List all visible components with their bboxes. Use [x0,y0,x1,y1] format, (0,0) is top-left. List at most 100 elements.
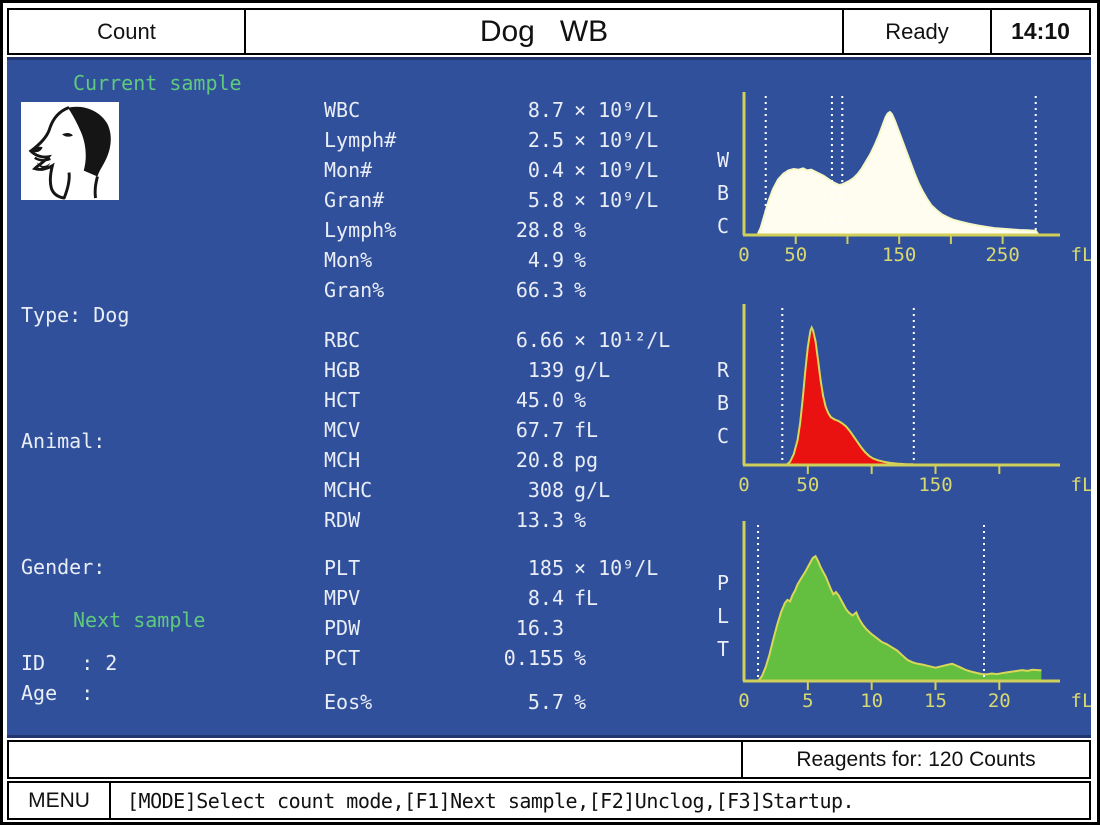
param-value: 308 [527,478,564,502]
param-unit: × 10⁹/L [574,188,659,212]
param-label: MCV [324,418,361,442]
param-value: 67.7 [515,418,564,442]
param-value: 8.7 [527,98,564,122]
param-unit: g/L [574,358,611,382]
dog-illustration [21,102,119,200]
param-row-mchc: MCHC 308 g/L [324,475,684,505]
axis-tick-label: 50 [796,474,819,493]
plt-parameter-group: PLT 185 × 10⁹/L MPV 8.4 fL PDW 16.3 PCT 0.155% [324,553,684,673]
axis-tick-label: 250 [985,244,1019,266]
param-row-eos: Eos% 5.7% [324,687,684,717]
param-value: 66.3 [515,278,564,302]
param-unit: g/L [574,478,611,502]
function-key-bar: MENU [MODE]Select count mode,[F1]Next sa… [7,781,1091,820]
param-value: 0.4 [527,158,564,182]
axis-tick-label: 10 [860,690,883,711]
param-value: 20.8 [515,448,564,472]
current-sample-label: Current sample [73,71,242,95]
plt-histogram: 0 5 10 15 20 fL [738,521,1091,711]
param-row-mpv: MPV 8.4 fL [324,583,684,613]
main-panel: Current sample Type: Dog Animal: Gender:… [7,57,1091,738]
param-row-hct: HCT 45.0% [324,385,684,415]
param-row-lymph-pct: Lymph% 28.8% [324,215,684,245]
param-label: MPV [324,586,361,610]
animal-image [21,102,119,200]
param-label: PCT [324,646,361,670]
param-row-pdw: PDW 16.3 [324,613,684,643]
sample-field-animal: Animal: [21,429,106,453]
axis-tick-label: 50 [784,244,807,266]
param-value: 8.4 [527,586,564,610]
param-row-mon-pct: Mon% 4.9% [324,245,684,275]
rbc-histogram: 0 50 150 fL [738,304,1091,493]
param-label: Mon# [324,158,373,182]
param-unit: % [574,278,587,302]
param-label: MCH [324,448,361,472]
param-unit: % [574,248,587,272]
param-label: Mon% [324,248,373,272]
axis-unit-label: fL [1071,244,1091,266]
param-label: PLT [324,556,361,580]
status-badge: Ready [844,10,992,53]
axis-tick-label: 0 [738,244,749,266]
param-row-mch: MCH 20.8 pg [324,445,684,475]
next-sample-label: Next sample [73,608,206,632]
menu-button[interactable]: MENU [9,783,111,818]
param-unit: × 10⁹/L [574,98,659,122]
sample-field-type: Type: Dog [21,303,130,327]
plt-axis-label: PLT [711,571,735,670]
param-label: Eos% [324,690,373,714]
param-value: 6.66 [515,328,564,352]
clock: 14:10 [1011,18,1070,44]
param-unit: % [574,388,587,412]
param-label: Lymph# [324,128,397,152]
param-value: 16.3 [515,616,564,640]
param-row-gran-pct: Gran% 66.3% [324,275,684,305]
sample-info-list: Type: Dog Animal: Gender: Age : ID : 1 T… [21,210,286,735]
axis-tick-label: 5 [802,690,813,711]
param-row-mon-abs: Mon# 0.4 × 10⁹/L [324,155,684,185]
param-label: RBC [324,328,361,352]
param-value: 0.155 [503,646,564,670]
axis-tick-label: 150 [918,474,952,493]
axis-tick-label: 20 [988,690,1011,711]
param-row-wbc: WBC 8.7 × 10⁹/L [324,95,684,125]
param-unit: % [574,646,587,670]
param-row-mcv: MCV 67.7 fL [324,415,684,445]
param-label: MCHC [324,478,373,502]
param-unit: % [574,508,587,532]
param-unit: × 10⁹/L [574,128,659,152]
wbc-parameter-group: WBC 8.7 × 10⁹/L Lymph# 2.5 × 10⁹/L Mon# 0.4 × … [324,95,684,305]
axis-unit-label: fL [1071,690,1091,711]
param-value: 45.0 [515,388,564,412]
histogram-curve-outline [757,554,1042,682]
rbc-parameter-group: RBC 6.66 × 10¹²/L HGB 139 g/L HCT 45.0% MCV 67… [324,325,684,535]
sample-field-gender: Gender: [21,555,106,579]
param-unit: fL [574,586,599,610]
histogram-curve-fill [786,327,917,465]
param-row-gran-abs: Gran# 5.8 × 10⁹/L [324,185,684,215]
param-unit: fL [574,418,599,442]
param-unit: % [574,690,587,714]
axis-tick-label: 15 [924,690,947,711]
param-row-plt: PLT 185 × 10⁹/L [324,553,684,583]
param-unit: × 10¹²/L [574,328,671,352]
reagents-spacer [9,742,741,777]
axis-tick-label: 0 [738,690,749,711]
param-value: 13.3 [515,508,564,532]
reagents-counter: Reagents for: 120 Counts [741,742,1089,777]
param-value: 5.8 [527,188,564,212]
mode-indicator: Count [9,10,246,53]
histogram-curve-outline [756,110,1040,236]
param-row-hgb: HGB 139 g/L [324,355,684,385]
param-label: Gran# [324,188,385,212]
next-sample-id: ID : 2 [21,651,118,675]
param-value: 5.7 [527,690,564,714]
param-value: 185 [527,556,564,580]
axis-tick-label: 150 [882,244,916,266]
histogram-curve-fill [758,556,1042,681]
param-value: 2.5 [527,128,564,152]
wbc-axis-label: WBC [711,148,735,247]
param-label: RDW [324,508,361,532]
